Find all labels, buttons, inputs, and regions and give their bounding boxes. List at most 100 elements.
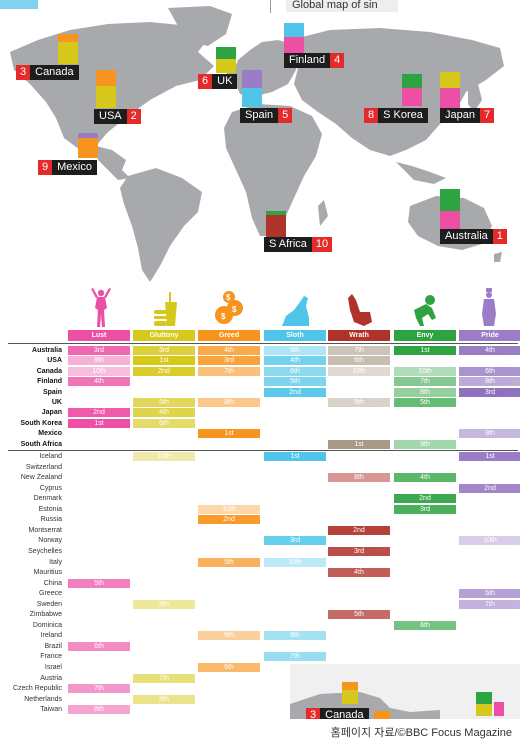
row-label-czech-republic: Czech Republic (12, 685, 62, 693)
rank-skorea: 8 (364, 108, 379, 123)
map-label-spain: Spain 5 (240, 108, 293, 123)
column-header-envy: Envy (394, 330, 456, 341)
cell-japan-gluttony: 4th (133, 408, 195, 418)
map-label-usa: USA 2 (94, 109, 141, 124)
cell-spain-pride: 3rd (459, 387, 520, 397)
map-label-mexico: 9 Mexico (38, 160, 97, 175)
cell-dominica-envy: 6th (394, 620, 456, 630)
row-label-iceland: Iceland (39, 453, 62, 460)
row-label-zimbabwe: Zimbabwe (29, 611, 62, 619)
row-label-canada: Canada (36, 367, 62, 375)
row-label-cyprus: Cyprus (39, 484, 62, 492)
cell-australia-pride: 4th (459, 346, 520, 355)
row-label-japan: Japan (41, 409, 62, 417)
top-divider (270, 0, 271, 13)
cell-australia-envy: 1st (394, 346, 456, 355)
world-map: Global map of sin 3 C (0, 0, 520, 282)
cell-spain-sloth: 2nd (264, 387, 326, 397)
cell-china-lust: 5th (68, 578, 130, 588)
gluttony-icon (154, 292, 177, 326)
row-label-taiwan: Taiwan (40, 706, 62, 714)
cell-uk-greed: 8th (198, 398, 260, 407)
rank-canada: 3 (16, 65, 31, 80)
cell-usa-wrath: 6th (328, 356, 390, 366)
name-canada: Canada (30, 65, 79, 80)
row-label-spain: Spain (42, 388, 62, 396)
row-label-switzerland: Switzerland (25, 463, 62, 471)
row-label-france: France (40, 653, 62, 661)
cell-czech-republic-lust: 7th (68, 684, 130, 694)
cell-japan-lust: 2nd (68, 408, 130, 418)
cell-canada-pride: 6th (459, 366, 520, 376)
cell-mexico-pride: 9th (459, 429, 520, 439)
row-label-south-africa: South Africa (20, 440, 62, 448)
cell-estonia-greed: 10th (198, 504, 260, 514)
cell-israel-greed: 6th (198, 663, 260, 672)
map-label-canada: 3 Canada (16, 65, 79, 80)
rank-mexico: 9 (38, 160, 53, 175)
cell-uk-envy: 5th (394, 398, 456, 407)
cell-finland-pride: 8th (459, 377, 520, 387)
sloth-icon (282, 296, 309, 326)
name-australia: Australia (440, 229, 493, 244)
cell-usa-lust: 9th (68, 356, 130, 366)
map-title: Global map of sin (286, 0, 398, 12)
cell-italy-sloth: 10th (264, 557, 326, 567)
row-label-uk: UK (51, 399, 62, 406)
map-label-skorea: 8 S Korea (364, 108, 428, 123)
cell-australia-wrath: 7th (328, 346, 390, 355)
cell-usa-gluttony: 1st (133, 356, 195, 366)
cell-zimbabwe-wrath: 5th (328, 610, 390, 620)
stack-mexico (78, 133, 98, 158)
rank-usa: 2 (126, 109, 141, 124)
envy-icon (414, 295, 436, 326)
row-label-sweden: Sweden (36, 600, 62, 608)
cell-taiwan-lust: 8th (68, 705, 130, 715)
cell-sweden-gluttony: 9th (133, 599, 195, 609)
stack-safrica (266, 211, 286, 239)
map-label-japan: Japan 7 (440, 108, 495, 123)
cell-australia-gluttony: 3rd (133, 346, 195, 355)
cell-mexico-greed: 1st (198, 429, 260, 439)
cell-montserrat-wrath: 2nd (328, 525, 390, 535)
row-label-dominica: Dominica (32, 621, 62, 629)
row-label-montserrat: Montserrat (28, 526, 62, 534)
cell-canada-envy: 10th (394, 366, 456, 376)
map-label-safrica: S Africa 10 (264, 237, 333, 252)
table-top-rule (8, 343, 518, 344)
name-japan: Japan (440, 108, 480, 123)
stack-canada (58, 34, 78, 64)
cell-denmark-envy: 2nd (394, 494, 456, 504)
cell-canada-sloth: 6th (264, 366, 326, 376)
name-finland: Finland (284, 53, 331, 68)
column-header-gluttony: Gluttony (133, 330, 195, 341)
sin-rank-table: $ $ $ Lust Gluttony Greed Sloth Wrath Envy Pride… (0, 282, 520, 722)
inset-map: 3 Canada (290, 664, 520, 719)
cell-cyprus-pride: 2nd (459, 483, 520, 493)
cell-finland-lust: 4th (68, 377, 130, 387)
cell-south-korea-gluttony: 6th (133, 418, 195, 428)
column-header-pride: Pride (459, 330, 520, 341)
row-label-brazil: Brazil (44, 642, 62, 650)
row-label-israel: Israel (44, 664, 62, 671)
inset-rank-canada: 3 (306, 708, 321, 719)
svg-text:$: $ (226, 293, 231, 302)
cell-iceland-sloth: 1st (264, 452, 326, 461)
row-label-mexico: Mexico (38, 430, 62, 438)
row-label-south-korea: South Korea (20, 419, 62, 427)
row-label-seychelles: Seychelles (28, 547, 62, 555)
row-label-austria: Austria (40, 674, 62, 682)
cell-canada-lust: 10th (68, 366, 130, 376)
inset-label-canada: 3 Canada (306, 708, 369, 719)
rank-safrica: 10 (311, 237, 333, 252)
name-spain: Spain (240, 108, 279, 123)
row-label-finland: Finland (37, 378, 62, 386)
stack-usa (96, 70, 116, 108)
column-header-wrath: Wrath (328, 330, 390, 341)
rank-uk: 6 (198, 74, 213, 89)
row-label-russia: Russia (40, 516, 62, 524)
cell-russia-greed: 2nd (198, 515, 260, 525)
column-header-lust: Lust (68, 330, 130, 341)
cell-south-africa-envy: 9th (394, 439, 456, 449)
cell-estonia-envy: 3rd (394, 504, 456, 514)
